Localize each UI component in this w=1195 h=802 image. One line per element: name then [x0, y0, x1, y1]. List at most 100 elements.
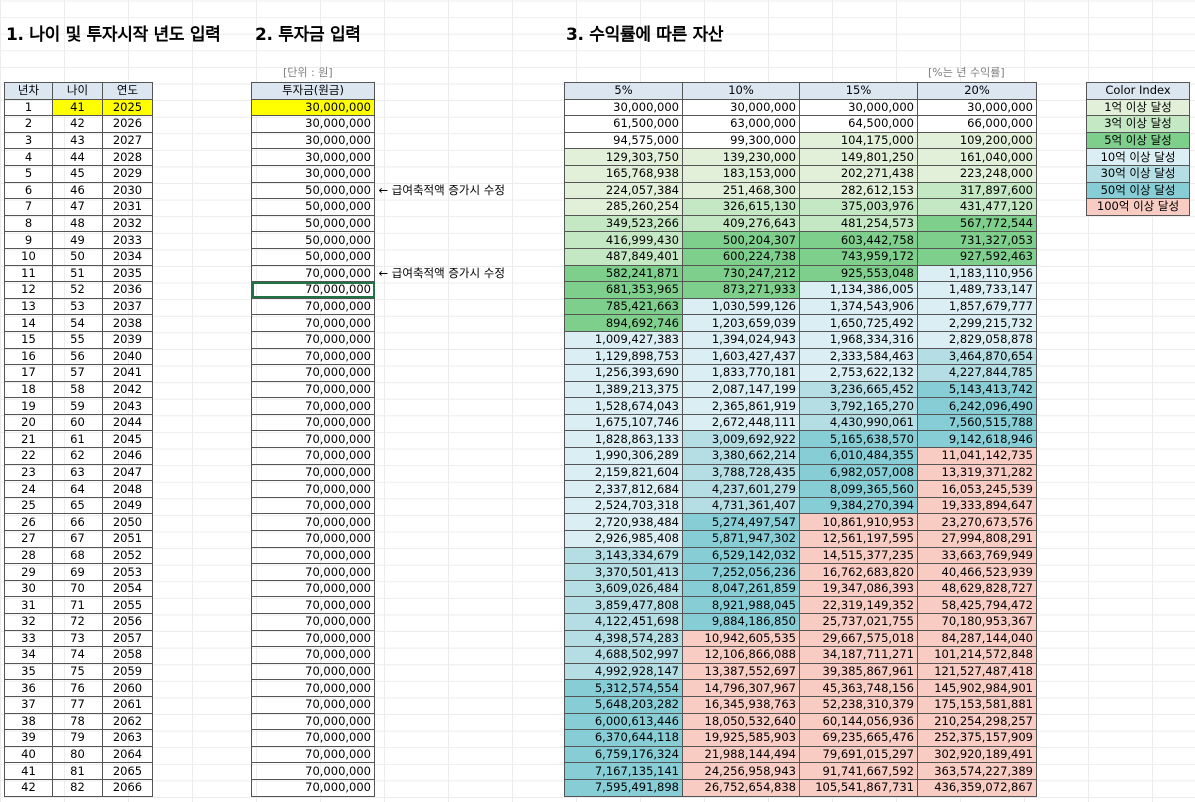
cell-investment[interactable]: 70,000,000 [251, 330, 375, 349]
cell-rate-20[interactable]: 13,319,371,282 [917, 463, 1037, 482]
cell-investment[interactable]: 70,000,000 [251, 613, 375, 631]
cell-investment[interactable]: 70,000,000 [251, 530, 375, 548]
cell-year[interactable]: 2029 [102, 164, 153, 183]
cell-rate-10[interactable]: 409,276,643 [682, 214, 800, 233]
cell-year-index[interactable]: 37 [4, 695, 53, 714]
cell-year-index[interactable]: 39 [4, 729, 53, 747]
cell-rate-20[interactable]: 431,477,120 [917, 198, 1037, 216]
cell-rate-10[interactable]: 99,300,000 [682, 131, 800, 150]
cell-year-index[interactable]: 26 [4, 513, 53, 532]
cell-year[interactable]: 2032 [102, 214, 153, 233]
cell-investment[interactable]: 70,000,000 [251, 629, 375, 648]
cell-investment[interactable]: 70,000,000 [251, 579, 375, 598]
cell-investment[interactable]: 70,000,000 [251, 297, 375, 316]
cell-rate-5[interactable]: 1,389,213,375 [564, 380, 683, 399]
cell-age[interactable]: 51 [52, 264, 103, 283]
cell-year-index[interactable]: 38 [4, 712, 53, 731]
cell-investment[interactable]: 70,000,000 [251, 513, 375, 532]
cell-rate-20[interactable]: 16,053,245,539 [917, 480, 1037, 498]
cell-age[interactable]: 45 [52, 164, 103, 183]
cell-rate-15[interactable]: 79,691,015,297 [799, 745, 918, 764]
cell-year-index[interactable]: 40 [4, 745, 53, 764]
cell-age[interactable]: 43 [52, 131, 103, 150]
cell-rate-20[interactable]: 252,375,157,909 [917, 729, 1037, 747]
cell-rate-15[interactable]: 481,254,573 [799, 214, 918, 233]
cell-year-index[interactable]: 2 [4, 115, 53, 133]
cell-year[interactable]: 2027 [102, 131, 153, 150]
cell-rate-20[interactable]: 101,214,572,848 [917, 646, 1037, 664]
cell-rate-15[interactable]: 1,374,543,906 [799, 297, 918, 316]
cell-rate-20[interactable]: 317,897,600 [917, 181, 1037, 200]
cell-year-index[interactable]: 1 [4, 98, 53, 117]
cell-age[interactable]: 49 [52, 231, 103, 249]
cell-age[interactable]: 48 [52, 214, 103, 233]
cell-rate-15[interactable]: 925,553,048 [799, 264, 918, 283]
cell-rate-10[interactable]: 7,252,056,236 [682, 563, 800, 581]
cell-investment[interactable]: 70,000,000 [251, 380, 375, 399]
cell-investment[interactable]: 50,000,000 [251, 214, 375, 233]
cell-rate-15[interactable]: 282,612,153 [799, 181, 918, 200]
cell-rate-10[interactable]: 8,047,261,859 [682, 579, 800, 598]
cell-rate-20[interactable]: 30,000,000 [917, 98, 1037, 117]
cell-rate-15[interactable]: 4,430,990,061 [799, 413, 918, 432]
cell-rate-10[interactable]: 251,468,300 [682, 181, 800, 200]
cell-investment[interactable]: 70,000,000 [251, 662, 375, 681]
cell-rate-20[interactable]: 84,287,144,040 [917, 629, 1037, 648]
cell-year-index[interactable]: 18 [4, 380, 53, 399]
cell-year[interactable]: 2043 [102, 397, 153, 415]
cell-rate-15[interactable]: 39,385,867,961 [799, 662, 918, 681]
cell-age[interactable]: 73 [52, 629, 103, 648]
cell-year-index[interactable]: 19 [4, 397, 53, 415]
cell-rate-20[interactable]: 33,663,769,949 [917, 546, 1037, 565]
cell-rate-5[interactable]: 6,000,613,446 [564, 712, 683, 731]
cell-age[interactable]: 65 [52, 496, 103, 515]
cell-investment[interactable]: 70,000,000 [251, 762, 375, 780]
cell-rate-10[interactable]: 500,204,307 [682, 231, 800, 249]
cell-year[interactable]: 2028 [102, 148, 153, 166]
cell-rate-5[interactable]: 1,129,898,753 [564, 347, 683, 366]
cell-age[interactable]: 54 [52, 314, 103, 332]
cell-year-index[interactable]: 27 [4, 530, 53, 548]
cell-rate-20[interactable]: 109,200,000 [917, 131, 1037, 150]
cell-age[interactable]: 80 [52, 745, 103, 764]
cell-rate-15[interactable]: 743,959,172 [799, 247, 918, 266]
cell-year[interactable]: 2039 [102, 330, 153, 349]
cell-age[interactable]: 68 [52, 546, 103, 565]
cell-age[interactable]: 78 [52, 712, 103, 731]
cell-age[interactable]: 76 [52, 679, 103, 697]
cell-rate-10[interactable]: 730,247,212 [682, 264, 800, 283]
cell-rate-5[interactable]: 1,828,863,133 [564, 430, 683, 449]
cell-rate-20[interactable]: 2,299,215,732 [917, 314, 1037, 332]
cell-investment[interactable]: 70,000,000 [251, 729, 375, 747]
cell-rate-20[interactable]: 223,248,000 [917, 164, 1037, 183]
cell-year[interactable]: 2042 [102, 380, 153, 399]
cell-year-index[interactable]: 4 [4, 148, 53, 166]
cell-year[interactable]: 2057 [102, 629, 153, 648]
cell-rate-15[interactable]: 25,737,021,755 [799, 613, 918, 631]
cell-investment[interactable]: 70,000,000 [251, 496, 375, 515]
cell-rate-5[interactable]: 416,999,430 [564, 231, 683, 249]
cell-year-index[interactable]: 31 [4, 596, 53, 614]
cell-age[interactable]: 61 [52, 430, 103, 449]
cell-year-index[interactable]: 41 [4, 762, 53, 780]
cell-rate-15[interactable]: 603,442,758 [799, 231, 918, 249]
cell-rate-15[interactable]: 375,003,976 [799, 198, 918, 216]
cell-age[interactable]: 44 [52, 148, 103, 166]
cell-year-index[interactable]: 35 [4, 662, 53, 681]
cell-year-index[interactable]: 16 [4, 347, 53, 366]
cell-year[interactable]: 2062 [102, 712, 153, 731]
cell-rate-5[interactable]: 3,859,477,808 [564, 596, 683, 614]
cell-rate-5[interactable]: 4,992,928,147 [564, 662, 683, 681]
cell-rate-10[interactable]: 5,871,947,302 [682, 530, 800, 548]
cell-rate-10[interactable]: 1,203,659,039 [682, 314, 800, 332]
cell-year-index[interactable]: 7 [4, 198, 53, 216]
cell-year-index[interactable]: 33 [4, 629, 53, 648]
cell-investment[interactable]: 70,000,000 [251, 546, 375, 565]
cell-rate-15[interactable]: 16,762,683,820 [799, 563, 918, 581]
cell-age[interactable]: 71 [52, 596, 103, 614]
cell-rate-10[interactable]: 12,106,866,088 [682, 646, 800, 664]
cell-rate-20[interactable]: 731,327,053 [917, 231, 1037, 249]
cell-rate-15[interactable]: 105,541,867,731 [799, 778, 918, 797]
cell-rate-20[interactable]: 27,994,808,291 [917, 530, 1037, 548]
cell-rate-10[interactable]: 2,672,448,111 [682, 413, 800, 432]
